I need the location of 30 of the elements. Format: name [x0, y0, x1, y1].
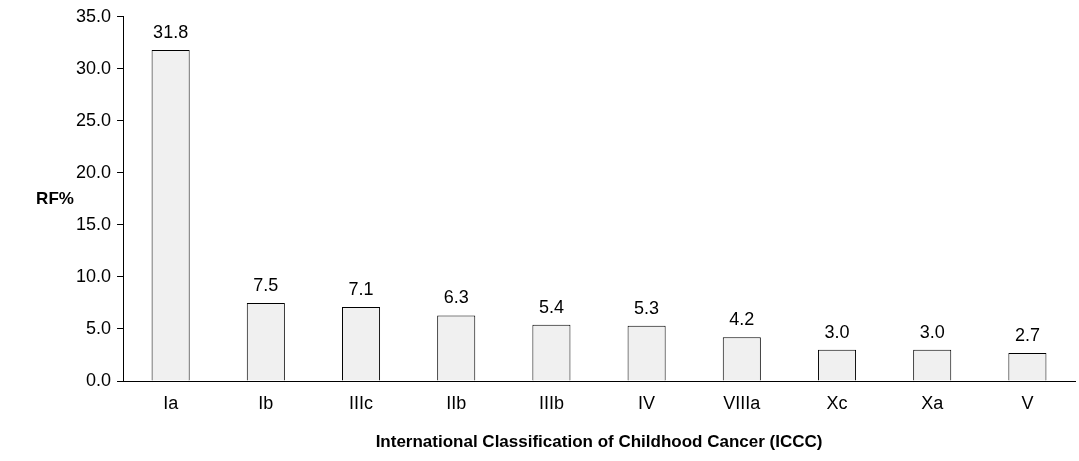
x-tick-label: IIb	[446, 392, 467, 413]
data-label: 7.1	[348, 279, 374, 300]
y-tick-label: 15.0	[75, 213, 112, 234]
x-tick-label: Ib	[258, 392, 274, 413]
y-tick-label: 0.0	[86, 369, 112, 390]
data-label: 31.8	[153, 22, 189, 43]
data-label: 3.0	[824, 321, 850, 342]
data-label: 6.3	[443, 287, 469, 308]
x-tick-label: Xc	[826, 392, 848, 413]
x-tick-label: VIIIa	[723, 392, 762, 413]
x-tick-label: IIIb	[538, 392, 564, 413]
x-tick-label: Xa	[921, 392, 945, 413]
y-tick-label: 25.0	[75, 109, 112, 130]
x-tick-label: IV	[638, 392, 656, 413]
x-tick-label: V	[1021, 392, 1034, 413]
y-tick-label: 10.0	[75, 265, 112, 286]
y-axis-title: RF%	[36, 188, 74, 208]
x-axis-title: International Classification of Childhood Cancer (ICCC)	[375, 432, 823, 452]
data-label: 5.4	[538, 296, 564, 317]
x-tick-label: IIIc	[349, 392, 374, 413]
data-label: 5.3	[634, 297, 660, 318]
y-tick-label: 5.0	[86, 317, 112, 338]
data-label: 2.7	[1014, 324, 1040, 345]
data-label: 3.0	[919, 321, 945, 342]
y-tick-label: 20.0	[75, 161, 112, 182]
x-tick-label: Ia	[163, 392, 180, 413]
data-label: 7.5	[253, 274, 279, 295]
data-label: 4.2	[729, 309, 755, 330]
y-tick-label: 30.0	[75, 57, 112, 78]
y-tick-label: 35.0	[75, 5, 112, 26]
